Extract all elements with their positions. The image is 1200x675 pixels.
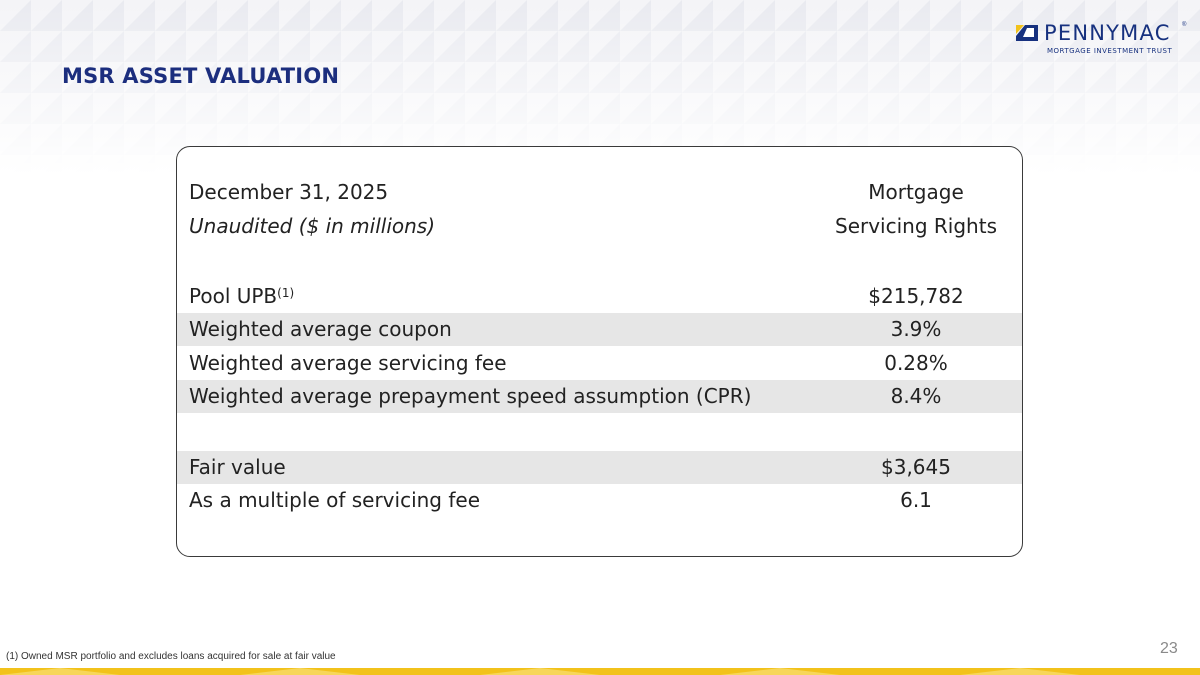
footnote: (1) Owned MSR portfolio and excludes loa… <box>6 651 336 662</box>
row-label: Weighted average coupon <box>189 317 452 341</box>
column-header-line-1: Mortgage <box>868 180 964 204</box>
header-date: December 31, 2025 <box>189 180 389 204</box>
logo-wordmark: PENNYMAC <box>1044 21 1171 45</box>
table-row-coupon: Weighted average coupon 3.9% <box>177 313 1022 346</box>
pennymac-logo: PENNYMAC ® MORTGAGE INVESTMENT TRUST <box>1016 22 1190 66</box>
row-value: $3,645 <box>881 455 951 479</box>
pennymac-logo-mark-icon <box>1016 25 1038 41</box>
header-unit: Unaudited ($ in millions) <box>189 214 436 238</box>
table-row-pool-upb: Pool UPB(1) $215,782 <box>177 280 1022 313</box>
background-pattern <box>0 0 1200 175</box>
bottom-accent-bar <box>0 668 1200 675</box>
logo-registered-mark: ® <box>1182 22 1187 28</box>
table-row-multiple: As a multiple of servicing fee 6.1 <box>177 484 1022 517</box>
page-number: 23 <box>1160 640 1178 657</box>
row-value: 0.28% <box>884 351 948 375</box>
page-title: MSR ASSET VALUATION <box>62 64 340 88</box>
table-header-row-2: Unaudited ($ in millions) Servicing Righ… <box>177 210 1022 243</box>
table-row-fair-value: Fair value $3,645 <box>177 451 1022 484</box>
table-row-servicing-fee: Weighted average servicing fee 0.28% <box>177 347 1022 380</box>
row-value: 3.9% <box>890 317 942 341</box>
row-label: Weighted average servicing fee <box>189 351 507 375</box>
row-label: As a multiple of servicing fee <box>189 488 481 512</box>
msr-valuation-table: December 31, 2025 Mortgage Unaudited ($ … <box>176 146 1023 557</box>
footnote-marker: (1) <box>277 286 295 300</box>
logo-subtitle: MORTGAGE INVESTMENT TRUST <box>1047 47 1173 55</box>
row-value: 8.4% <box>890 384 942 408</box>
row-value: $215,782 <box>868 284 964 308</box>
row-value: 6.1 <box>900 488 932 512</box>
row-label: Pool UPB(1) <box>189 284 295 308</box>
table-row-prepayment-speed: Weighted average prepayment speed assump… <box>177 380 1022 413</box>
row-label: Fair value <box>189 455 286 479</box>
column-header-line-2: Servicing Rights <box>835 214 997 238</box>
table-header-row-1: December 31, 2025 Mortgage <box>177 176 1022 209</box>
row-label: Weighted average prepayment speed assump… <box>189 384 752 408</box>
